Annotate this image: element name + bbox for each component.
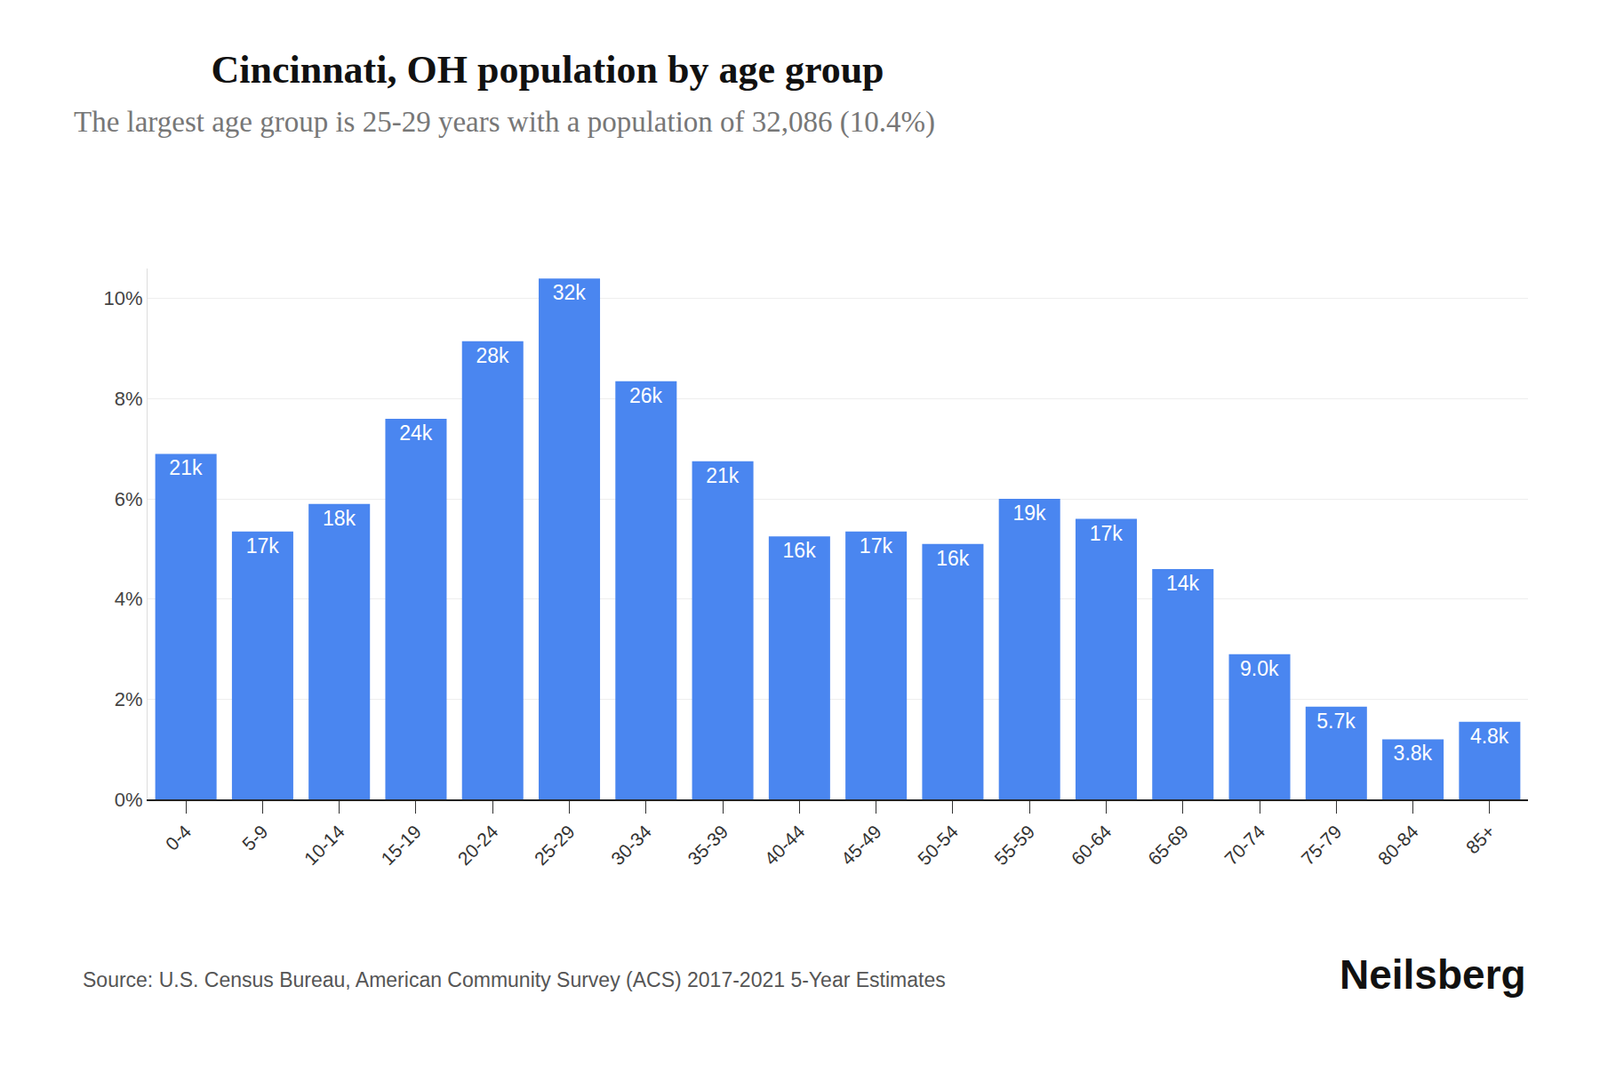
svg-text:16k: 16k [783, 538, 817, 562]
svg-text:3.8k: 3.8k [1393, 741, 1433, 765]
svg-text:17k: 17k [1089, 521, 1124, 545]
svg-text:85+: 85+ [1462, 820, 1499, 857]
svg-text:28k: 28k [475, 344, 510, 368]
svg-text:26k: 26k [629, 384, 664, 408]
svg-text:32k: 32k [552, 280, 587, 304]
svg-text:55-59: 55-59 [990, 820, 1039, 869]
svg-text:60-64: 60-64 [1066, 820, 1115, 869]
svg-text:Source: U.S. Census Bureau, Am: Source: U.S. Census Bureau, American Com… [82, 968, 946, 992]
svg-text:75-79: 75-79 [1296, 820, 1345, 869]
svg-text:21k: 21k [168, 456, 203, 480]
svg-text:Cincinnati, OH population by a: Cincinnati, OH population by age group [210, 48, 884, 92]
svg-text:8%: 8% [114, 387, 144, 410]
svg-text:19k: 19k [1012, 501, 1047, 525]
svg-text:18k: 18k [322, 506, 357, 530]
svg-text:6%: 6% [114, 488, 144, 511]
svg-text:0-4: 0-4 [161, 820, 196, 855]
svg-text:16k: 16k [936, 546, 970, 570]
svg-text:9.0k: 9.0k [1240, 656, 1280, 680]
svg-text:40-44: 40-44 [760, 820, 808, 869]
svg-text:5.7k: 5.7k [1316, 709, 1356, 733]
svg-text:Neilsberg: Neilsberg [1339, 951, 1527, 998]
svg-text:14k: 14k [1166, 571, 1200, 595]
svg-text:30-34: 30-34 [607, 820, 656, 869]
svg-text:0%: 0% [114, 788, 144, 811]
svg-text:4.8k: 4.8k [1470, 724, 1510, 748]
svg-text:45-49: 45-49 [837, 820, 886, 869]
svg-text:25-29: 25-29 [530, 820, 579, 869]
svg-text:10-14: 10-14 [300, 820, 349, 869]
svg-text:24k: 24k [399, 421, 433, 445]
svg-text:10%: 10% [104, 287, 144, 310]
svg-text:20-24: 20-24 [453, 820, 502, 869]
svg-text:17k: 17k [246, 534, 280, 558]
svg-text:15-19: 15-19 [376, 820, 425, 869]
svg-text:4%: 4% [114, 587, 144, 610]
svg-text:50-54: 50-54 [913, 820, 962, 869]
svg-text:5-9: 5-9 [238, 820, 272, 855]
svg-text:2%: 2% [114, 688, 144, 711]
svg-text:21k: 21k [705, 464, 740, 488]
svg-text:The largest age group is 25-29: The largest age group is 25-29 years wit… [73, 105, 936, 139]
svg-text:70-74: 70-74 [1220, 820, 1269, 869]
svg-text:17k: 17k [859, 534, 894, 558]
svg-text:80-84: 80-84 [1374, 820, 1423, 869]
svg-text:65-69: 65-69 [1144, 820, 1192, 869]
svg-text:35-39: 35-39 [683, 820, 732, 869]
